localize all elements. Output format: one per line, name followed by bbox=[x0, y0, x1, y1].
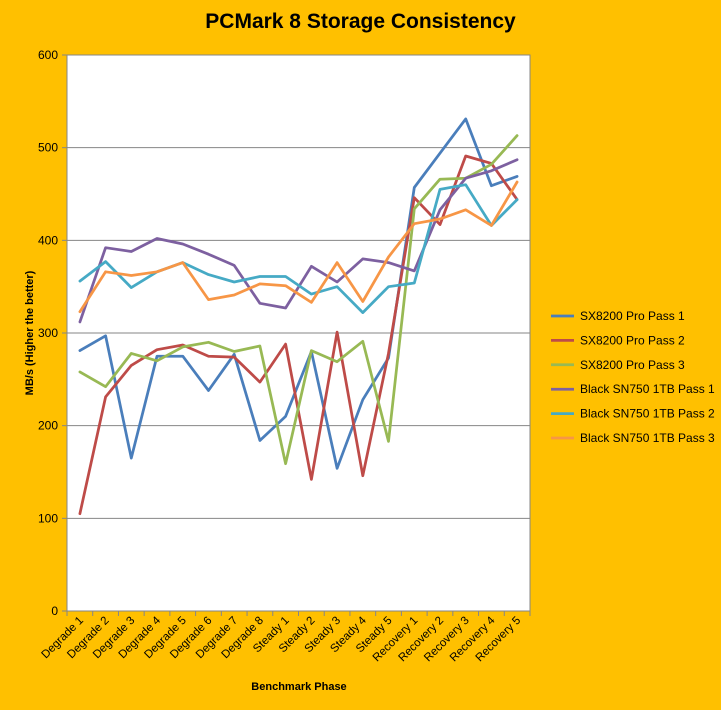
y-tick-label: 0 bbox=[51, 604, 58, 618]
series-line bbox=[78, 183, 519, 314]
x-axis-title: Benchmark Phase bbox=[251, 681, 346, 693]
legend-box bbox=[542, 300, 712, 458]
y-tick-label: 400 bbox=[38, 233, 58, 247]
legend: SX8200 Pro Pass 1 SX8200 Pro Pass 2 SX8200… bbox=[542, 300, 715, 458]
legend-label: Black SN750 1TB Pass 2 bbox=[580, 407, 715, 421]
series-line bbox=[78, 117, 519, 470]
series-line bbox=[78, 134, 519, 466]
y-tick-label: 300 bbox=[38, 326, 58, 340]
legend-label: Black SN750 1TB Pass 3 bbox=[580, 431, 715, 445]
y-tick-label: 600 bbox=[38, 48, 58, 62]
y-tick-label: 100 bbox=[38, 511, 58, 525]
series-line bbox=[78, 158, 519, 324]
legend-label: Black SN750 1TB Pass 1 bbox=[580, 382, 715, 396]
legend-label: SX8200 Pro Pass 2 bbox=[580, 333, 685, 347]
y-tick-label: 500 bbox=[38, 141, 58, 155]
gridlines bbox=[67, 147, 530, 519]
series-lines bbox=[78, 117, 519, 516]
chart-title: PCMark 8 Storage Consistency bbox=[205, 10, 516, 33]
series-line bbox=[78, 180, 519, 314]
y-axis-title: MB/s (Higher the better) bbox=[24, 270, 36, 395]
legend-label: SX8200 Pro Pass 3 bbox=[580, 358, 685, 372]
y-tick-label: 200 bbox=[38, 419, 58, 433]
legend-label: SX8200 Pro Pass 1 bbox=[580, 309, 685, 323]
